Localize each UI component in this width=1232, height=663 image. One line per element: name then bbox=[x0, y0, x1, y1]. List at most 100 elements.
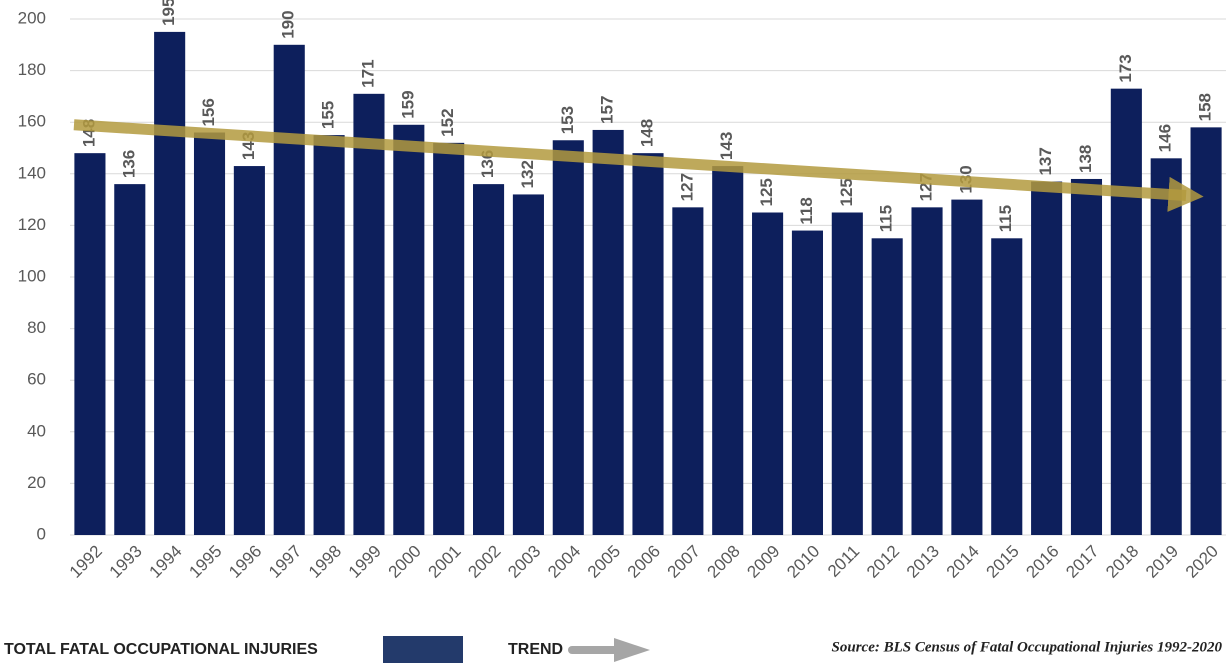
bar bbox=[393, 124, 425, 535]
bar bbox=[273, 44, 305, 536]
bar bbox=[831, 212, 863, 535]
bar bbox=[632, 153, 664, 535]
x-tick-label: 2010 bbox=[783, 542, 823, 582]
bar bbox=[991, 238, 1023, 536]
x-tick-label: 1994 bbox=[145, 542, 185, 582]
x-tick-label: 2005 bbox=[584, 542, 624, 582]
x-tick-label: 2003 bbox=[504, 542, 544, 582]
bar bbox=[1190, 127, 1222, 536]
bar bbox=[752, 212, 784, 535]
bar bbox=[473, 184, 505, 535]
bar bbox=[1031, 181, 1063, 536]
legend-label: TREND bbox=[508, 641, 563, 658]
y-tick-label: 60 bbox=[27, 370, 46, 389]
bar bbox=[353, 93, 385, 535]
y-tick-label: 20 bbox=[27, 473, 46, 492]
x-tick-label: 2014 bbox=[943, 542, 983, 582]
data-label: 127 bbox=[677, 173, 696, 201]
data-label: 171 bbox=[358, 59, 377, 87]
y-tick-label: 200 bbox=[18, 8, 46, 27]
x-tick-label: 2012 bbox=[863, 542, 903, 582]
x-tick-label: 2009 bbox=[743, 542, 783, 582]
x-tick-label: 2019 bbox=[1142, 542, 1182, 582]
bar bbox=[193, 132, 226, 535]
bar bbox=[592, 129, 624, 535]
data-label: 138 bbox=[1076, 145, 1095, 173]
data-label: 136 bbox=[119, 150, 138, 178]
x-tick-label: 2008 bbox=[704, 542, 744, 582]
y-tick-label: 140 bbox=[18, 163, 46, 182]
y-tick-label: 40 bbox=[27, 421, 46, 440]
y-tick-label: 100 bbox=[18, 266, 46, 285]
bar bbox=[712, 166, 744, 535]
x-tick-label: 2004 bbox=[544, 542, 584, 582]
data-label: 195 bbox=[159, 0, 178, 26]
bar bbox=[154, 31, 186, 536]
x-tick-label: 2007 bbox=[664, 542, 704, 582]
data-label: 115 bbox=[996, 205, 1015, 232]
legend-arrow-head bbox=[614, 638, 650, 662]
bar bbox=[114, 184, 146, 535]
bar bbox=[433, 142, 465, 535]
x-tick-label: 1997 bbox=[265, 542, 305, 582]
bar bbox=[313, 135, 345, 535]
data-label: 118 bbox=[797, 197, 816, 224]
y-tick-label: 120 bbox=[18, 215, 46, 234]
legend-swatch bbox=[383, 636, 463, 663]
data-label: 158 bbox=[1196, 93, 1215, 121]
bar bbox=[911, 207, 943, 535]
bar bbox=[791, 230, 823, 535]
data-label: 125 bbox=[757, 178, 776, 206]
data-label: 125 bbox=[837, 178, 856, 206]
data-label: 173 bbox=[1116, 54, 1135, 82]
data-label: 157 bbox=[598, 96, 617, 124]
x-tick-label: 2011 bbox=[824, 542, 863, 581]
y-tick-label: 0 bbox=[37, 524, 46, 543]
bar bbox=[552, 140, 584, 535]
data-label: 143 bbox=[717, 132, 736, 160]
x-tick-label: 2002 bbox=[464, 542, 504, 582]
bar bbox=[233, 166, 265, 535]
bar bbox=[74, 153, 106, 535]
x-tick-label: 2006 bbox=[624, 542, 664, 582]
y-tick-label: 80 bbox=[27, 318, 46, 337]
bar bbox=[672, 207, 704, 535]
data-label: 159 bbox=[398, 90, 417, 118]
x-tick-label: 1993 bbox=[106, 542, 146, 582]
data-label: 148 bbox=[637, 119, 656, 147]
x-tick-label: 1999 bbox=[345, 542, 385, 582]
x-tick-label: 2001 bbox=[425, 542, 465, 582]
y-tick-label: 180 bbox=[18, 60, 46, 79]
data-label: 132 bbox=[518, 160, 537, 188]
bar bbox=[871, 238, 903, 536]
data-label: 137 bbox=[1036, 147, 1055, 175]
data-label: 146 bbox=[1156, 124, 1175, 152]
trend-arrow bbox=[73, 119, 1204, 212]
data-label: 153 bbox=[558, 106, 577, 134]
data-label: 156 bbox=[199, 98, 218, 126]
legend-label: TOTAL FATAL OCCUPATIONAL INJURIES bbox=[4, 641, 318, 658]
x-tick-label: 2013 bbox=[903, 542, 943, 582]
x-tick-label: 2016 bbox=[1022, 542, 1062, 582]
bar bbox=[1110, 88, 1142, 535]
bar bbox=[1070, 178, 1103, 535]
x-tick-label: 2020 bbox=[1182, 542, 1222, 582]
x-tick-label: 1996 bbox=[225, 542, 265, 582]
data-label: 190 bbox=[279, 10, 298, 38]
x-tick-label: 1992 bbox=[66, 542, 106, 582]
x-tick-label: 2017 bbox=[1062, 542, 1102, 582]
bar bbox=[1150, 158, 1182, 535]
x-tick-label: 2015 bbox=[983, 542, 1023, 582]
x-tick-label: 2018 bbox=[1102, 542, 1142, 582]
x-tick-label: 1998 bbox=[305, 542, 345, 582]
data-label: 155 bbox=[319, 101, 338, 129]
source: Source: BLS Census of Fatal Occupational… bbox=[832, 639, 1223, 655]
data-label: 115 bbox=[877, 205, 896, 232]
x-tick-label: 2000 bbox=[385, 542, 425, 582]
y-tick-label: 160 bbox=[18, 112, 46, 131]
x-tick-label: 1995 bbox=[185, 542, 225, 582]
bar bbox=[512, 194, 544, 535]
bar bbox=[951, 199, 983, 535]
data-label: 152 bbox=[438, 108, 457, 136]
